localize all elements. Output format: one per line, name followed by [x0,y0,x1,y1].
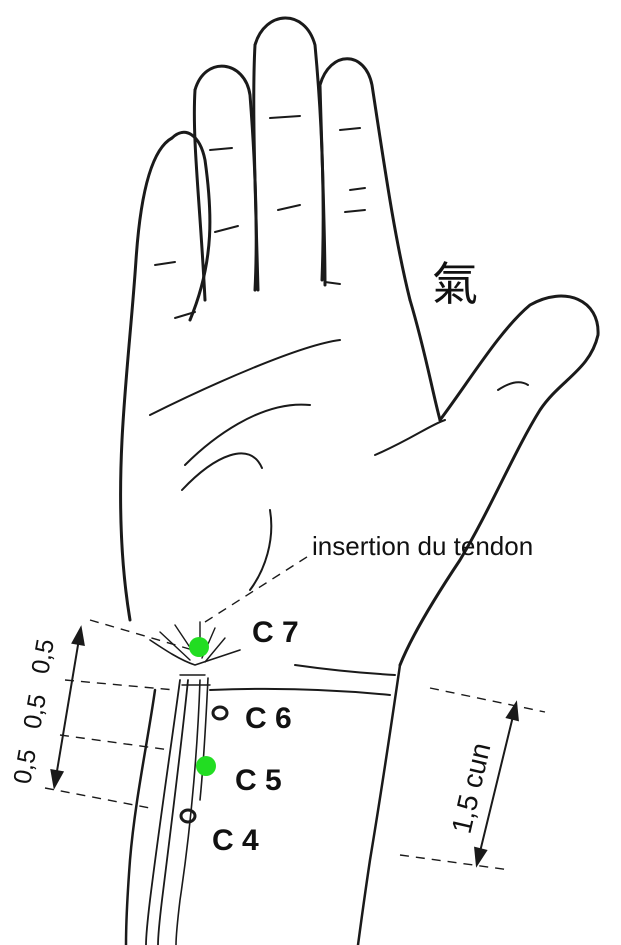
level-line-c4 [44,787,151,809]
level-line-c6 [64,679,176,691]
acupoint-markers [179,637,229,824]
cun-measure-label: 1,5 cun [446,740,497,836]
cun-top-line [429,687,546,713]
hand-outline [119,16,600,945]
segment-label-2: 0,5 [18,692,52,731]
point-label-c4: C 4 [212,824,259,857]
palm-creases [149,115,529,696]
tendon-leader-line [204,554,311,623]
cun-bottom-line [399,854,511,871]
c6-point-marker [211,705,229,721]
point-label-c6: C 6 [245,702,292,735]
point-label-c7: C 7 [252,616,299,649]
right-measure-arrow [474,700,519,868]
left-measure-arrow [50,625,85,790]
point-label-c5: C 5 [235,764,282,797]
segment-label-1: 0,5 [26,637,60,676]
level-line-c5 [59,734,171,751]
qi-glyph: 氣 [432,258,478,310]
tendon [145,621,241,945]
tendon-insertion-label: insertion du tendon [312,531,533,561]
segment-label-3: 0,5 [8,747,42,786]
c7-point-marker [189,637,209,657]
c4-point-marker [179,808,197,824]
c5-point-marker [196,756,216,776]
